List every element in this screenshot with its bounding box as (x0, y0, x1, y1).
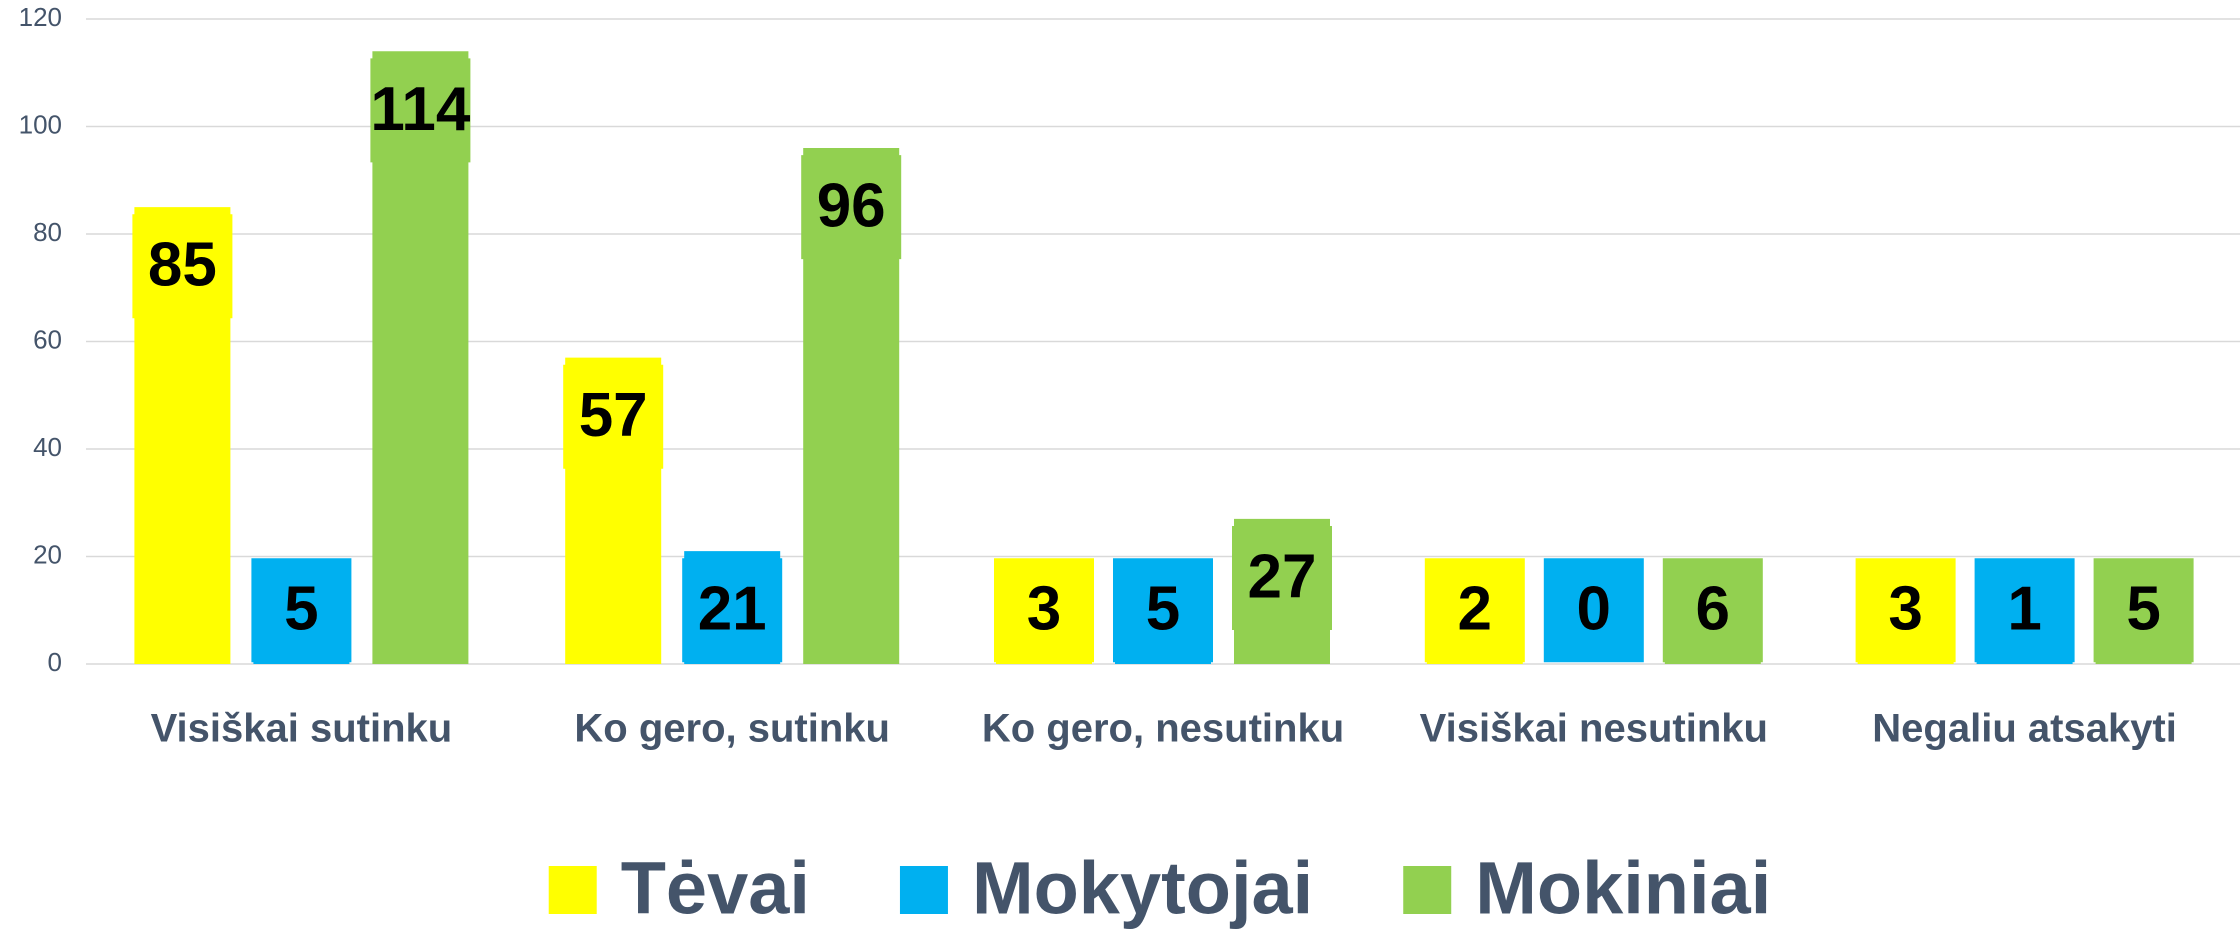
y-tick-label: 0 (48, 647, 62, 677)
data-label-box (1662, 558, 1763, 663)
legend-swatch (1403, 866, 1452, 914)
data-label-box (1113, 558, 1213, 663)
data-label: 85 (148, 231, 217, 300)
y-tick-label: 20 (33, 539, 62, 569)
y-tick-label: 120 (19, 2, 62, 32)
data-label-box (2093, 558, 2194, 663)
data-label-box (682, 558, 783, 663)
data-label: 3 (1027, 575, 1061, 644)
data-label: 5 (1146, 575, 1180, 644)
data-label: 96 (817, 172, 886, 241)
data-label: 114 (370, 75, 471, 144)
data-label: 5 (284, 575, 318, 644)
data-label: 57 (579, 381, 648, 450)
data-label-box (1855, 558, 1956, 663)
x-tick-label: Visiškai nesutinku (1420, 707, 1768, 751)
x-tick-label: Visiškai sutinku (151, 707, 453, 751)
data-label-box (370, 58, 471, 163)
x-tick-label: Negaliu atsakyti (1872, 707, 2177, 751)
y-tick-label: 100 (19, 109, 62, 139)
legend-swatch (899, 866, 948, 914)
data-label: 2 (1458, 575, 1492, 644)
data-label-box (801, 155, 902, 260)
data-label-box (251, 558, 352, 663)
data-label-box (994, 558, 1094, 663)
legend-label: Mokytojai (972, 847, 1313, 929)
data-label: 3 (1888, 575, 1922, 644)
data-label: 27 (1248, 542, 1317, 611)
data-label: 5 (2126, 575, 2160, 644)
data-label: 1 (2007, 575, 2041, 644)
data-label-box (1543, 558, 1644, 663)
data-label-box (132, 214, 233, 319)
x-tick-label: Ko gero, nesutinku (982, 707, 1344, 751)
data-label: 6 (1696, 575, 1730, 644)
y-tick-label: 60 (33, 324, 62, 354)
legend-label: Tėvai (621, 847, 810, 929)
data-label-box (1974, 558, 2075, 663)
x-tick-label: Ko gero, sutinku (574, 707, 890, 751)
y-tick-label: 80 (33, 217, 62, 247)
legend-label: Mokiniai (1475, 847, 1771, 929)
y-tick-label: 40 (33, 432, 62, 462)
data-label-box (1232, 526, 1332, 630)
data-label: 0 (1577, 575, 1611, 644)
data-label: 21 (698, 575, 767, 644)
data-label-box (563, 364, 664, 469)
legend-swatch (548, 866, 597, 914)
data-label-box (1424, 558, 1525, 663)
